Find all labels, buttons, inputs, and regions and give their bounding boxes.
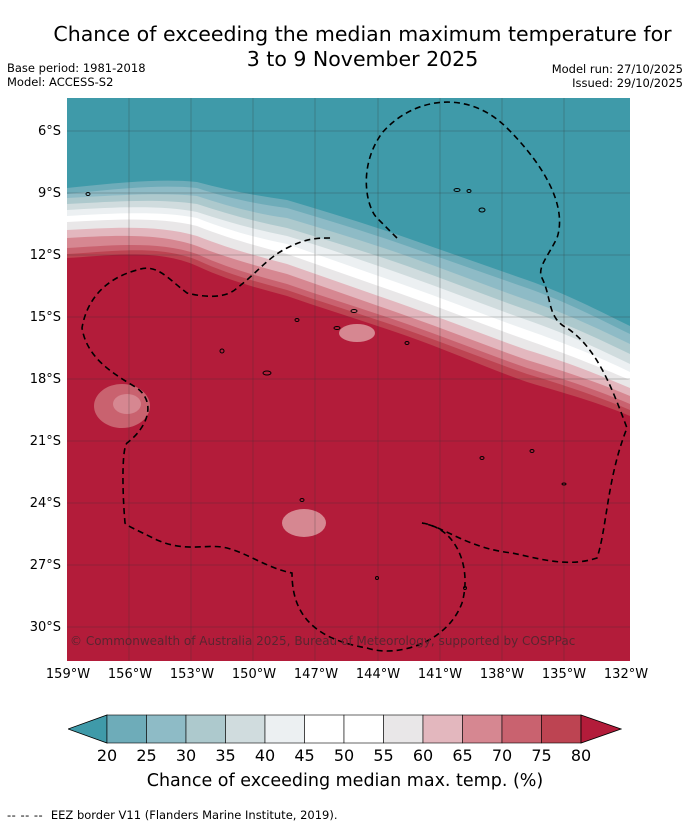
colorbar-tick-75: 75 [531,746,552,765]
colorbar-tick-25: 25 [136,746,157,765]
eez-legend-dashes: -- -- -- [7,808,44,822]
graticule [67,98,630,661]
lat-label-27s: 27°S [29,558,61,573]
lon-label-138w: 138°W [479,667,525,682]
lon-label-156w: 156°W [107,667,153,682]
eez-legend-text: EEZ border V11 (Flanders Marine Institut… [50,808,338,822]
colorbar-tick-80: 80 [570,746,592,765]
lon-label-135w: 135°W [541,667,587,682]
colorbar [68,714,622,744]
colorbar-tick-65: 65 [452,746,473,765]
colorbar-swatch-40-45 [264,714,305,744]
colorbar-swatch-60-65 [422,714,463,744]
meta-left: Base period: 1981-2018 Model: ACCESS-S2 [7,61,146,89]
issued-date: Issued: 29/10/2025 [572,76,683,90]
warm-patch-islands [339,324,375,342]
islands [85,188,567,590]
warm-patch-south [282,509,326,537]
colorbar-swatch-45-50 [304,714,345,744]
lat-label-6s: 6°S [37,124,61,139]
lat-label-9s: 9°S [37,186,61,201]
model-run: Model run: 27/10/2025 [551,62,683,76]
colorbar-swatch-75-80 [541,714,582,744]
colorbar-tick-55: 55 [373,746,394,765]
forecast-map [67,98,630,661]
eez-border [81,101,628,652]
colorbar-low-arrow [68,714,108,744]
colorbar-swatch-50-55 [343,714,384,744]
lon-label-141w: 141°W [417,667,463,682]
colorbar-tick-45: 45 [294,746,315,765]
colorbar-swatch-20-25 [106,714,147,744]
colorbar-swatch-25-30 [146,714,187,744]
colorbar-tick-50: 50 [333,746,355,765]
lon-label-150w: 150°W [231,667,277,682]
warm-patch-west-core [113,394,141,414]
map-title: Chance of exceeding the median maximum t… [45,22,680,72]
lon-label-132w: 132°W [603,667,649,682]
base-period: Base period: 1981-2018 [7,61,146,75]
eez-legend: -- -- -- EEZ border V11 (Flanders Marine… [7,808,338,822]
colorbar-swatch-55-60 [383,714,424,744]
copyright-notice: © Commonwealth of Australia 2025, Bureau… [70,634,576,648]
colorbar-tick-40: 40 [254,746,276,765]
colorbar-swatch-35-40 [225,714,266,744]
cool-region [67,98,630,326]
lat-label-30s: 30°S [29,620,61,635]
colorbar-high-arrow [580,714,622,744]
colorbar-title: Chance of exceeding median max. temp. (%… [146,771,544,791]
title-line-2: 3 to 9 November 2025 [246,47,479,71]
colorbar-swatch-30-35 [185,714,226,744]
meta-right: Model run: 27/10/2025 Issued: 29/10/2025 [552,62,683,90]
lon-label-159w: 159°W [45,667,91,682]
lat-label-24s: 24°S [29,496,61,511]
colorbar-tick-30: 30 [175,746,197,765]
lon-label-147w: 147°W [293,667,339,682]
lat-label-12s: 12°S [29,248,61,263]
colorbar-tick-70: 70 [491,746,513,765]
colorbar-swatch-65-70 [462,714,503,744]
lon-label-144w: 144°W [355,667,401,682]
model-name: Model: ACCESS-S2 [7,75,114,89]
colorbar-tick-60: 60 [412,746,434,765]
lat-label-18s: 18°S [29,372,61,387]
lon-label-153w: 153°W [169,667,215,682]
colorbar-tick-20: 20 [96,746,118,765]
colorbar-tick-35: 35 [215,746,236,765]
lat-label-15s: 15°S [29,310,61,325]
colorbar-swatch-70-75 [501,714,542,744]
lat-label-21s: 21°S [29,434,61,449]
map-svg [67,98,630,661]
title-line-1: Chance of exceeding the median maximum t… [53,22,672,46]
